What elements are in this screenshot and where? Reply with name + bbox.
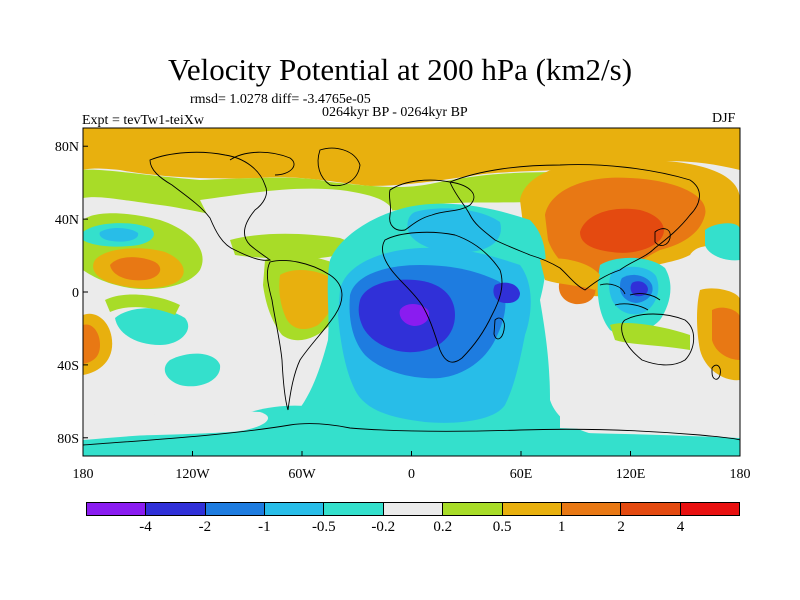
east-edge-negative [705, 223, 740, 261]
colorbar-segment [383, 503, 444, 515]
lat-label: 40S [57, 359, 79, 374]
colorbar-segment [265, 503, 325, 515]
colorbar-label: 2 [617, 519, 625, 535]
se-pacific-negative [115, 308, 189, 345]
coast-indonesia [599, 283, 661, 311]
colorbar-segment [146, 503, 206, 515]
coast-south-america [266, 260, 343, 411]
colorbar-segment [621, 503, 681, 515]
colorbar-label: -2 [198, 519, 212, 535]
colorbar [86, 502, 740, 516]
lon-label: 0 [408, 467, 415, 482]
lon-label: 180 [730, 467, 751, 482]
coast-africa [382, 231, 503, 363]
south-indian-neutral [560, 397, 740, 438]
coast-greenland [317, 147, 361, 187]
se-pacific-green [105, 294, 180, 315]
africa-negative-max [399, 304, 430, 326]
contour-field [83, 128, 740, 456]
indian-ocean-negative-spot [493, 282, 520, 304]
colorbar-label: -1 [258, 519, 271, 535]
atlantic-green [230, 233, 351, 259]
colorbar-segment [443, 503, 503, 515]
lat-label: 40N [55, 213, 79, 228]
colorbar-label: 4 [676, 519, 685, 535]
experiment-label: Expt = tevTw1-teiXw [82, 113, 205, 128]
colorbar-segment [324, 503, 384, 515]
australia-green [610, 323, 690, 350]
atlantic-neutral [200, 188, 393, 235]
colorbar-label: 1 [557, 519, 566, 535]
coast-arctic-islands [229, 151, 295, 176]
maritime-negative-max [630, 281, 648, 297]
colorbar-segment [502, 503, 562, 515]
north-positive-band [83, 128, 740, 186]
period-label: 0264kyr BP - 0264kyr BP [322, 105, 468, 120]
plot-title: Velocity Potential at 200 hPa (km2/s) [167, 52, 633, 87]
south-america-positive [279, 269, 337, 330]
map-ticks [82, 145, 741, 456]
west-edge-positive-mid [83, 324, 100, 364]
lat-label: 0 [72, 286, 79, 301]
coastlines [83, 147, 740, 446]
lon-label: 120W [175, 467, 210, 482]
colorbar-segment [561, 503, 622, 515]
latitude-labels: 80N 40N 0 40S 80S [55, 140, 79, 447]
coast-australia [621, 313, 695, 366]
antarctic-band [83, 427, 740, 456]
season-label: DJF [712, 111, 736, 126]
colorbar-segment [87, 503, 147, 515]
lat-label: 80S [57, 432, 79, 447]
coast-antarctica [83, 423, 740, 446]
coast-north-america [149, 151, 272, 261]
colorbar-segment [205, 503, 266, 515]
south-pacific-neutral [83, 411, 269, 436]
stats-line: rmsd= 1.0278 diff= -3.4765e-05 [190, 92, 371, 107]
asia-positive-max [580, 208, 664, 253]
colorbar-label: 0.5 [492, 519, 512, 535]
colorbar-label: -4 [139, 519, 152, 535]
coast-madagascar [493, 317, 505, 340]
east-edge-positive-mid [712, 307, 740, 360]
colorbar-label: -0.2 [371, 519, 396, 535]
lon-label: 60E [510, 467, 533, 482]
colorbar-label: 0.2 [433, 519, 453, 535]
india-positive-outer [540, 258, 600, 290]
north-africa-negative [407, 208, 501, 253]
lon-label: 60W [288, 467, 316, 482]
lat-label: 80N [55, 140, 79, 155]
lon-label: 120E [616, 467, 646, 482]
coast-japan [654, 228, 671, 246]
longitude-labels: 180 120W 60W 0 60E 120E 180 [73, 467, 751, 482]
coast-new-zealand [711, 364, 721, 380]
pacific-positive-max [110, 257, 161, 281]
south-pacific-negative [164, 353, 221, 387]
nw-pacific-negative-mid [99, 227, 139, 242]
lon-label: 180 [73, 467, 94, 482]
coast-asia [449, 164, 700, 291]
colorbar-segment [680, 503, 739, 515]
colorbar-label: -0.5 [311, 519, 336, 535]
